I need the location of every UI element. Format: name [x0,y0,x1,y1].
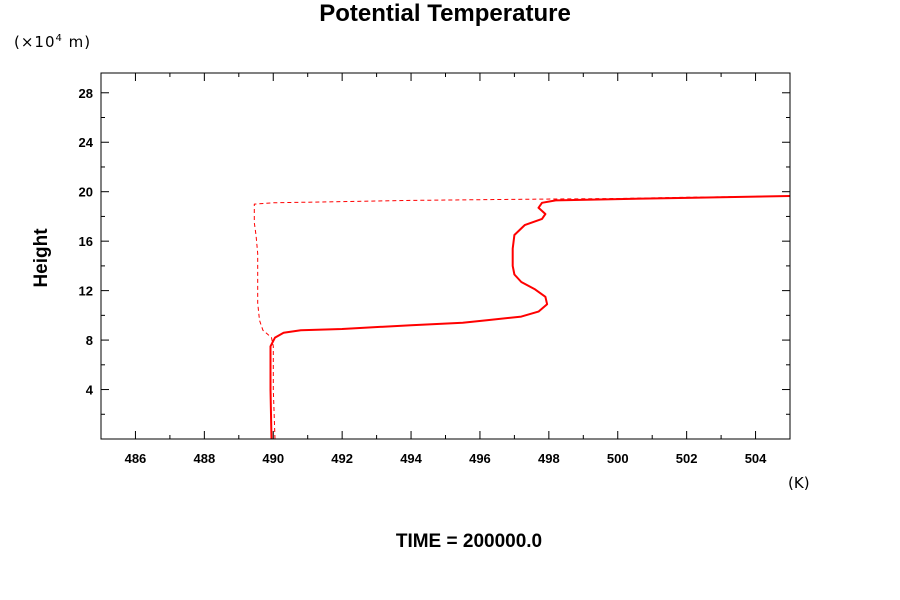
y-tick-label: 28 [79,86,93,101]
chart-title: Potential Temperature [319,0,571,27]
series-line-dashed [253,195,790,439]
plot-frame [100,72,791,440]
time-label: TIME = 200000.0 [395,531,543,552]
x-tick-label: 486 [125,451,147,466]
y-tick-label: 4 [86,383,94,398]
y-unit-suffix: m) [62,33,92,51]
y-unit-exponent: 4 [55,33,63,44]
y-axis-unit: (×104 m) [14,33,91,51]
x-tick-label: 490 [262,451,284,466]
x-tick-label: 500 [607,451,629,466]
y-tick-label: 24 [79,135,94,150]
y-unit-prefix: (×10 [14,33,56,51]
x-axis-unit: (K) [788,474,810,492]
y-tick-label: 20 [79,185,93,200]
x-tick-label: 488 [193,451,215,466]
y-tick-label: 12 [79,284,93,299]
x-tick-label: 496 [469,451,491,466]
y-tick-label: 16 [79,234,93,249]
x-tick-label: 504 [745,451,767,466]
x-tick-label: 498 [538,451,560,466]
x-tick-label: 502 [676,451,698,466]
axis-ticks: 486 488 490 492 494 496 498 500 502 504 4 8 12 16 20 24… [79,73,791,466]
x-tick-label: 494 [400,451,422,466]
series-line-solid [269,195,790,439]
series-layer [253,195,790,439]
y-tick-label: 8 [86,333,93,348]
x-tick-label: 492 [331,451,353,466]
